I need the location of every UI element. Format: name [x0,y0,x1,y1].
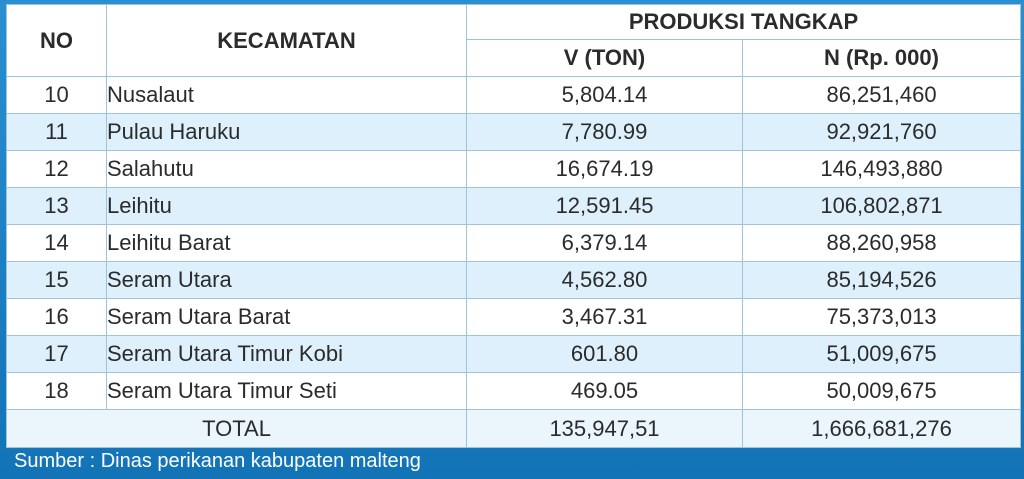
cell-kecamatan: Leihitu Barat [106,224,467,262]
cell-nilai: 88,260,958 [741,224,1022,262]
cell-no: 16 [6,298,107,336]
cell-volume: 3,467.31 [466,298,743,336]
cell-no: 15 [6,261,107,299]
cell-no: 12 [6,150,107,188]
cell-kecamatan: Seram Utara Timur Seti [106,372,467,410]
total-label: TOTAL [6,409,467,448]
subheader-row: V (TON) N (Rp. 000) [7,39,1022,77]
header-produksi-tangkap: PRODUKSI TANGKAP [465,4,1022,40]
cell-volume: 12,591.45 [466,187,743,225]
table-row: 15 Seram Utara 4,562.80 85,194,526 [6,261,1022,299]
cell-no: 11 [6,113,107,151]
cell-volume: 4,562.80 [466,261,743,299]
header-no: NO [6,4,107,77]
cell-kecamatan: Seram Utara [106,261,467,299]
cell-nilai: 51,009,675 [741,335,1022,373]
cell-nilai: 75,373,013 [741,298,1022,336]
cell-volume: 601.80 [466,335,743,373]
production-table: NO KECAMATAN PRODUKSI TANGKAP V (TON) N … [6,4,1022,448]
cell-kecamatan: Nusalaut [106,76,467,114]
total-row: TOTAL 135,947,51 1,666,681,276 [6,409,1022,448]
table-row: 16 Seram Utara Barat 3,467.31 75,373,013 [6,298,1022,336]
cell-kecamatan: Pulau Haruku [106,113,467,151]
cell-nilai: 106,802,871 [741,187,1022,225]
cell-nilai: 50,009,675 [741,372,1022,410]
table-row: 10 Nusalaut 5,804.14 86,251,460 [6,76,1022,114]
cell-nilai: 85,194,526 [741,261,1022,299]
total-nilai: 1,666,681,276 [741,409,1022,448]
header-row: NO KECAMATAN PRODUKSI TANGKAP [6,4,1022,77]
table-row: 14 Leihitu Barat 6,379.14 88,260,958 [6,224,1022,262]
cell-volume: 7,780.99 [466,113,743,151]
header-kecamatan: KECAMATAN [106,4,467,77]
table-row: 18 Seram Utara Timur Seti 469.05 50,009,… [6,372,1022,410]
cell-no: 14 [6,224,107,262]
cell-volume: 469.05 [466,372,743,410]
header-volume: V (TON) [466,39,743,77]
table-row: 12 Salahutu 16,674.19 146,493,880 [6,150,1022,188]
cell-no: 18 [6,372,107,410]
cell-kecamatan: Seram Utara Barat [106,298,467,336]
cell-volume: 6,379.14 [466,224,743,262]
source-note: Sumber : Dinas perikanan kabupaten malte… [14,450,421,472]
header-nilai: N (Rp. 000) [741,39,1022,77]
table-row: 11 Pulau Haruku 7,780.99 92,921,760 [6,113,1022,151]
cell-volume: 5,804.14 [466,76,743,114]
cell-nilai: 86,251,460 [741,76,1022,114]
cell-no: 13 [6,187,107,225]
cell-kecamatan: Seram Utara Timur Kobi [106,335,467,373]
cell-nilai: 146,493,880 [741,150,1022,188]
total-volume: 135,947,51 [466,409,743,448]
cell-kecamatan: Leihitu [106,187,467,225]
cell-kecamatan: Salahutu [106,150,467,188]
cell-no: 17 [6,335,107,373]
cell-nilai: 92,921,760 [741,113,1022,151]
cell-no: 10 [6,76,107,114]
table-row: 17 Seram Utara Timur Kobi 601.80 51,009,… [6,335,1022,373]
cell-volume: 16,674.19 [466,150,743,188]
table-row: 13 Leihitu 12,591.45 106,802,871 [6,187,1022,225]
